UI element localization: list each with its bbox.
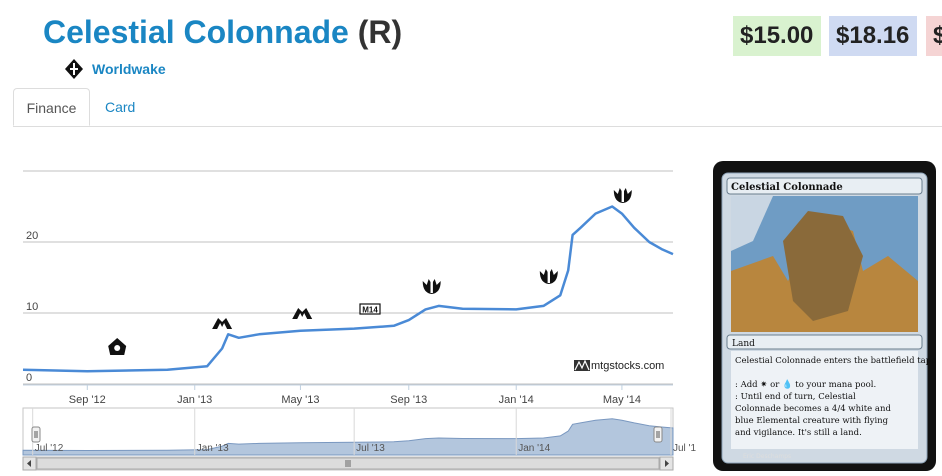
mtgstocks-watermark: mtgstocks.com xyxy=(574,359,664,372)
set-icon-stripe xyxy=(430,278,433,293)
navigator-handle[interactable] xyxy=(31,426,41,443)
rarity-label: (R) xyxy=(357,14,403,50)
x-tick-label: Sep '13 xyxy=(390,394,427,406)
set-icon-stripe xyxy=(621,187,624,202)
navigator-tick-label: Jul '13 xyxy=(356,443,385,454)
x-tick-label: May '14 xyxy=(603,394,641,406)
card-rules-3a: : Until end of turn, Celestial xyxy=(735,392,856,402)
price-low-badge: $15.00 xyxy=(733,16,821,56)
x-tick-label: Jan '14 xyxy=(499,394,534,406)
return-to-ravnica-set-icon xyxy=(108,338,127,355)
navigator-tick-label: Jul '1 xyxy=(673,443,696,454)
arrow-right-icon xyxy=(665,460,669,467)
navigator-handle[interactable] xyxy=(653,426,663,443)
card-name: Celestial Colonnade xyxy=(43,14,349,50)
worldwake-set-icon xyxy=(65,59,83,79)
card-rules-3c: blue Elemental creature with flying xyxy=(735,416,889,426)
y-tick-label: 0 xyxy=(26,372,32,384)
card-image: Celestial Colonnade Land Celestial Colon… xyxy=(713,161,942,471)
rtr-icon-hole xyxy=(114,345,121,351)
set-row: Worldwake xyxy=(63,57,166,81)
navigator-tick-label: Jan '13 xyxy=(197,443,229,454)
set-icon-shape xyxy=(292,308,313,319)
tab-finance[interactable]: Finance xyxy=(13,88,90,126)
card-title: Celestial Colonnade (R) xyxy=(43,14,402,51)
price-high-badge: $ xyxy=(926,16,942,56)
card-type-line: Land xyxy=(732,339,755,349)
price-avg-badge: $18.16 xyxy=(829,16,917,56)
arrow-left-icon xyxy=(27,460,31,467)
y-tick-label: 20 xyxy=(26,230,38,242)
set-name-link[interactable]: Worldwake xyxy=(92,61,166,77)
set-icon-stripe xyxy=(547,268,550,283)
theros-set-icon xyxy=(422,278,441,294)
m14-icon-label: M14 xyxy=(362,306,378,315)
gatecrash-set-icon xyxy=(212,318,233,329)
card-rules-3d: and vigilance. It's still a land. xyxy=(735,428,862,438)
series-line xyxy=(22,205,674,373)
tab-bar: Finance Card xyxy=(13,88,942,127)
x-tick-label: Sep '12 xyxy=(69,394,106,406)
watermark-text: mtgstocks.com xyxy=(591,360,664,372)
navigator-tick-label: Jan '14 xyxy=(518,443,550,454)
x-tick-label: Jan '13 xyxy=(177,394,212,406)
m14-set-icon: M14 xyxy=(359,303,381,315)
dragons-maze-set-icon xyxy=(292,308,313,319)
journey-into-nyx-set-icon xyxy=(613,187,632,203)
x-tick-label: May '13 xyxy=(281,394,319,406)
price-chart: 0 10 20 Sep '12 Jan '13 May '13 Sep '13 Jan '1… xyxy=(22,170,696,471)
card-rules-1: Celestial Colonnade enters the battlefie… xyxy=(735,356,936,366)
navigator-area xyxy=(22,418,674,456)
card-image-name: Celestial Colonnade xyxy=(731,182,843,193)
navigator-tick-label: Jul '12 xyxy=(35,443,64,454)
tab-card[interactable]: Card xyxy=(105,99,136,115)
card-rules-2: : Add ✷ or 💧 to your mana pool. xyxy=(735,379,876,390)
set-icon-shape xyxy=(212,318,233,329)
card-artist: Eric Deschamps xyxy=(743,453,791,460)
card-rules-3b: Colonnade becomes a 4/4 white and xyxy=(735,404,891,414)
m14-icon-box xyxy=(359,303,381,315)
y-tick-label: 10 xyxy=(26,301,38,313)
born-of-the-gods-set-icon xyxy=(539,268,558,284)
